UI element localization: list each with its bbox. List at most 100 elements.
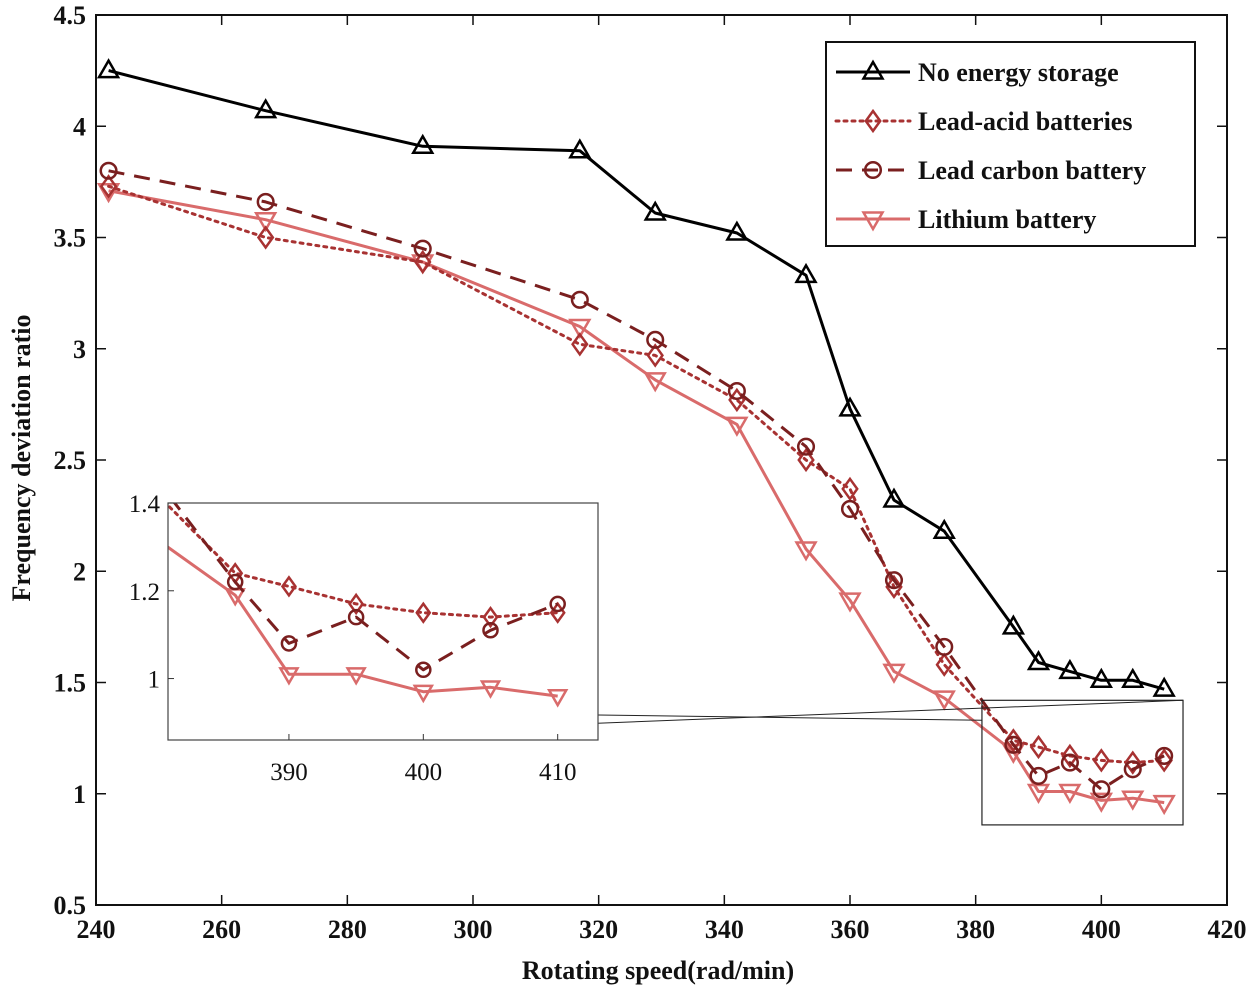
lead-carbon-battery-point bbox=[796, 437, 816, 456]
lead-acid-batteries-point bbox=[1092, 748, 1111, 773]
inset-lithium-battery-point bbox=[412, 684, 435, 704]
no-energy-storage-point bbox=[96, 58, 121, 79]
lead-carbon-battery-point bbox=[1155, 746, 1174, 765]
inset-lead-acid-batteries-line bbox=[168, 503, 560, 619]
inset-lead-carbon-battery-point bbox=[482, 622, 499, 639]
lead-carbon-battery-point bbox=[727, 381, 746, 401]
lead-acid-batteries-point bbox=[99, 174, 118, 199]
lead-carbon-battery-series bbox=[99, 161, 1174, 799]
no-energy-storage-point bbox=[568, 138, 592, 159]
lead-carbon-battery-point bbox=[1092, 780, 1111, 799]
legend-entry-lead-acid-batteries: Lead-acid batteries bbox=[834, 107, 1132, 136]
x-tick-label: 320 bbox=[579, 915, 618, 944]
legend-entry-lithium-battery: Lithium battery bbox=[836, 205, 1096, 234]
lead-carbon-battery-point bbox=[570, 290, 589, 309]
no-energy-storage-point bbox=[725, 220, 749, 241]
lead-carbon-battery-point bbox=[1060, 753, 1079, 772]
lead-acid-batteries-series bbox=[99, 174, 1173, 775]
legend-label: Lead-acid batteries bbox=[918, 107, 1132, 136]
legend-label: Lead carbon battery bbox=[918, 156, 1146, 185]
inset-y-tick-label: 1.2 bbox=[129, 579, 160, 606]
inset-lead-carbon-battery-point bbox=[415, 661, 432, 679]
lead-acid-batteries-point bbox=[1004, 728, 1023, 753]
legend-marker bbox=[863, 160, 883, 180]
lithium-battery-point bbox=[725, 416, 749, 437]
x-tick-label: 340 bbox=[705, 915, 744, 944]
lead-acid-batteries-point bbox=[256, 225, 275, 250]
lead-acid-batteries-point bbox=[571, 332, 589, 357]
y-tick-label: 1.5 bbox=[54, 669, 87, 698]
lead-carbon-battery-point bbox=[1123, 760, 1142, 779]
lithium-battery-point bbox=[1089, 792, 1113, 813]
lithium-battery-point bbox=[932, 690, 956, 711]
inset-lead-carbon-battery-point bbox=[347, 608, 365, 626]
inset-lead-acid-batteries-point bbox=[348, 592, 365, 616]
legend-marker bbox=[861, 59, 885, 80]
lead-acid-batteries-point bbox=[1029, 734, 1048, 760]
legend-entry-no-energy-storage: No energy storage bbox=[836, 58, 1119, 87]
y-tick-label: 0.5 bbox=[54, 891, 87, 920]
legend: No energy storage Lead-acid batteries Lead… bbox=[825, 41, 1196, 247]
lithium-battery-point bbox=[96, 183, 121, 204]
legend-marker bbox=[864, 108, 882, 134]
lead-carbon-battery-point bbox=[1029, 766, 1048, 786]
inset-lead-carbon-battery-point bbox=[280, 635, 298, 652]
y-tick-label: 4.5 bbox=[54, 1, 87, 30]
inset-lithium-battery-point bbox=[345, 667, 367, 686]
lithium-battery-point bbox=[1026, 783, 1051, 805]
zoom-rectangle bbox=[981, 699, 1184, 826]
lithium-battery-point bbox=[253, 211, 278, 233]
no-energy-storage-point bbox=[1089, 667, 1113, 689]
inset-lead-carbon-battery-point bbox=[226, 573, 244, 591]
x-tick-label: 360 bbox=[831, 915, 870, 944]
lead-carbon-battery-point bbox=[99, 161, 118, 180]
x-tick-label: 260 bbox=[202, 915, 241, 944]
no-energy-storage-point bbox=[1026, 649, 1051, 671]
x-tick-label: 240 bbox=[77, 915, 116, 944]
no-energy-storage-point bbox=[1058, 658, 1082, 680]
lead-acid-batteries-point bbox=[885, 574, 903, 599]
lead-carbon-battery-point bbox=[646, 330, 665, 349]
lead-acid-batteries-point bbox=[841, 476, 859, 502]
lithium-battery-point bbox=[794, 541, 818, 562]
lithium-battery-point bbox=[1152, 794, 1176, 816]
lithium-battery-point bbox=[838, 592, 862, 613]
inset-x-tick-label: 400 bbox=[405, 759, 443, 786]
inset-lead-acid-batteries-point bbox=[482, 605, 499, 629]
inset-plot: 390 400 410 1 1.2 1.4 bbox=[129, 491, 599, 786]
legend-label: Lithium battery bbox=[918, 205, 1096, 234]
y-tick-label: 4 bbox=[73, 112, 86, 141]
no-energy-storage-point bbox=[1121, 667, 1145, 689]
inset-lead-acid-batteries-point bbox=[280, 575, 297, 598]
no-energy-storage-point bbox=[932, 518, 956, 539]
lead-carbon-battery-point bbox=[256, 192, 275, 211]
zoom-connector bbox=[597, 714, 982, 721]
lead-acid-batteries-point bbox=[413, 249, 432, 275]
inset-series-group bbox=[168, 503, 569, 708]
no-energy-storage-point bbox=[1001, 614, 1026, 635]
inset-background bbox=[168, 503, 598, 740]
x-tick-label: 400 bbox=[1082, 915, 1121, 944]
x-tick-label: 380 bbox=[956, 915, 995, 944]
no-energy-storage-point bbox=[838, 396, 862, 417]
lithium-battery-series bbox=[96, 183, 1176, 816]
lithium-battery-point bbox=[643, 372, 667, 393]
x-axis-title: Rotating speed(rad/min) bbox=[522, 956, 794, 985]
no-energy-storage-point bbox=[1152, 676, 1176, 697]
lead-acid-batteries-line bbox=[107, 184, 1166, 765]
y-tick-label: 1 bbox=[73, 780, 86, 809]
no-energy-storage-point bbox=[253, 98, 278, 119]
lithium-battery-line bbox=[108, 189, 1165, 805]
no-energy-storage-point bbox=[794, 262, 818, 284]
lead-carbon-battery-point bbox=[413, 239, 432, 258]
lead-acid-batteries-point bbox=[646, 343, 664, 368]
legend-marker bbox=[861, 211, 885, 232]
inset-lithium-battery-point bbox=[479, 680, 502, 699]
y-tick-label: 3.5 bbox=[54, 224, 87, 253]
no-energy-storage-series bbox=[96, 58, 1176, 697]
no-energy-storage-point bbox=[882, 487, 906, 508]
no-energy-storage-point bbox=[643, 200, 667, 221]
x-tick-label: 420 bbox=[1208, 915, 1247, 944]
lead-carbon-battery-point bbox=[935, 637, 954, 656]
